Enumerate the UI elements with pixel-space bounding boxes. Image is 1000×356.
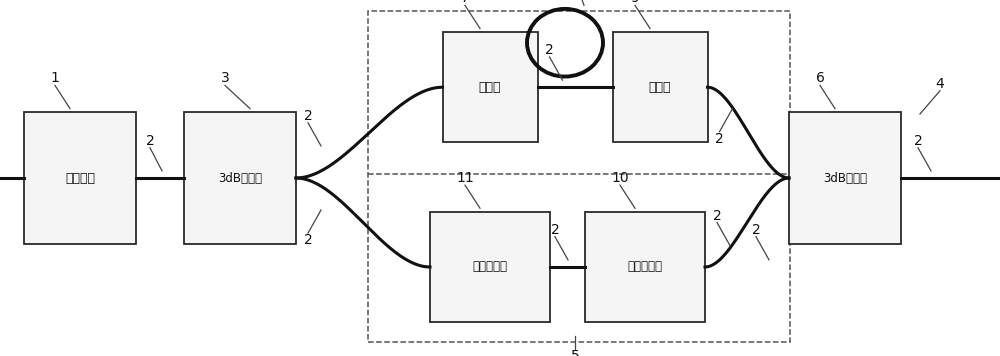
Text: 7: 7 — [461, 0, 469, 5]
Text: 10: 10 — [611, 171, 629, 185]
FancyBboxPatch shape — [585, 212, 705, 322]
FancyBboxPatch shape — [24, 112, 136, 244]
FancyBboxPatch shape — [184, 112, 296, 244]
Text: 2: 2 — [545, 43, 554, 57]
Text: 2: 2 — [752, 223, 760, 237]
Text: 6: 6 — [816, 72, 824, 85]
Bar — [368, 11, 790, 342]
Text: 2: 2 — [304, 109, 312, 123]
Text: 2: 2 — [715, 132, 724, 146]
Text: 9: 9 — [631, 0, 639, 5]
Text: 2: 2 — [914, 134, 922, 148]
Text: 3dB耦合器: 3dB耦合器 — [823, 172, 867, 184]
Text: 耦合器: 耦合器 — [649, 81, 671, 94]
Text: 相位调制器: 相位调制器 — [628, 261, 662, 273]
Text: 1: 1 — [51, 72, 59, 85]
Text: 2: 2 — [304, 233, 312, 247]
Text: 5: 5 — [571, 349, 579, 356]
FancyBboxPatch shape — [442, 32, 538, 142]
Text: 2: 2 — [551, 223, 559, 237]
FancyBboxPatch shape — [789, 112, 901, 244]
Text: 3dB耦合器: 3dB耦合器 — [218, 172, 262, 184]
Text: 11: 11 — [456, 171, 474, 185]
Text: 可调衰减器: 可调衰减器 — [473, 261, 508, 273]
FancyBboxPatch shape — [430, 212, 550, 322]
Text: 2: 2 — [713, 209, 721, 222]
FancyBboxPatch shape — [612, 32, 708, 142]
Text: 4: 4 — [936, 77, 944, 91]
Text: 耦合器: 耦合器 — [479, 81, 501, 94]
Text: 2: 2 — [146, 134, 154, 148]
Text: 单光子源: 单光子源 — [65, 172, 95, 184]
Text: 3: 3 — [221, 72, 229, 85]
